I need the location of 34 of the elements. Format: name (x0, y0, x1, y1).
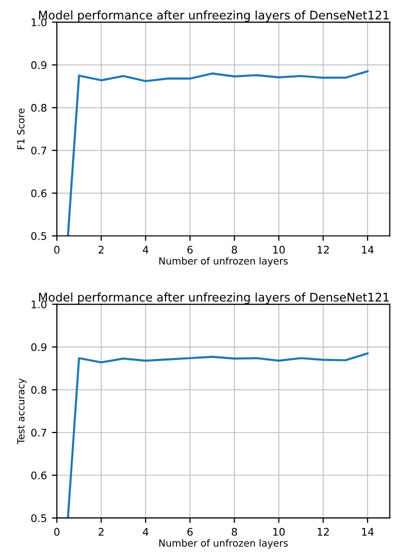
y-tick-label: 0.5 (31, 232, 46, 240)
y-tick-label: 1.0 (32, 18, 46, 26)
y-tick-label: 1.0 (32, 300, 46, 308)
x-tick-label: 4 (142, 528, 148, 536)
y-tick-label: 0.5 (31, 514, 46, 522)
x-tick-label: 14 (362, 528, 374, 536)
y-tick-label: 0.6 (31, 471, 46, 480)
x-tick-label: 6 (187, 246, 193, 254)
x-tick-label: 2 (98, 246, 104, 254)
y-tick-label: 0.7 (31, 428, 46, 437)
x-tick-label: 8 (232, 528, 237, 536)
x-axis-title: Number of unfrozen layers (159, 257, 288, 266)
x-tick-label: 14 (362, 246, 374, 254)
x-tick-label: 10 (273, 528, 285, 536)
y-axis-title: Test accuracy (17, 378, 26, 444)
x-tick-label: 4 (142, 246, 148, 254)
line-series (66, 352, 369, 518)
x-tick-label: 6 (187, 528, 193, 536)
x-tick-label: 8 (232, 246, 237, 254)
x-tick-label: 12 (318, 246, 329, 254)
y-axis-title: F1 Score (17, 108, 24, 150)
y-tick-label: 0.9 (31, 343, 46, 352)
x-tick-label: 10 (273, 246, 285, 254)
y-tick-label: 0.8 (31, 386, 46, 394)
y-tick-label: 0.9 (31, 61, 46, 70)
x-tick-label: 2 (98, 528, 104, 536)
x-axis-title: Number of unfrozen layers (159, 539, 288, 549)
x-tick-label: 12 (318, 528, 329, 536)
x-tick-label: 0 (54, 528, 60, 536)
line-series (66, 70, 369, 236)
y-tick-label: 0.8 (31, 104, 46, 112)
y-tick-label: 0.7 (31, 146, 46, 154)
x-tick-label: 0 (54, 246, 60, 254)
y-tick-label: 0.6 (31, 189, 46, 198)
